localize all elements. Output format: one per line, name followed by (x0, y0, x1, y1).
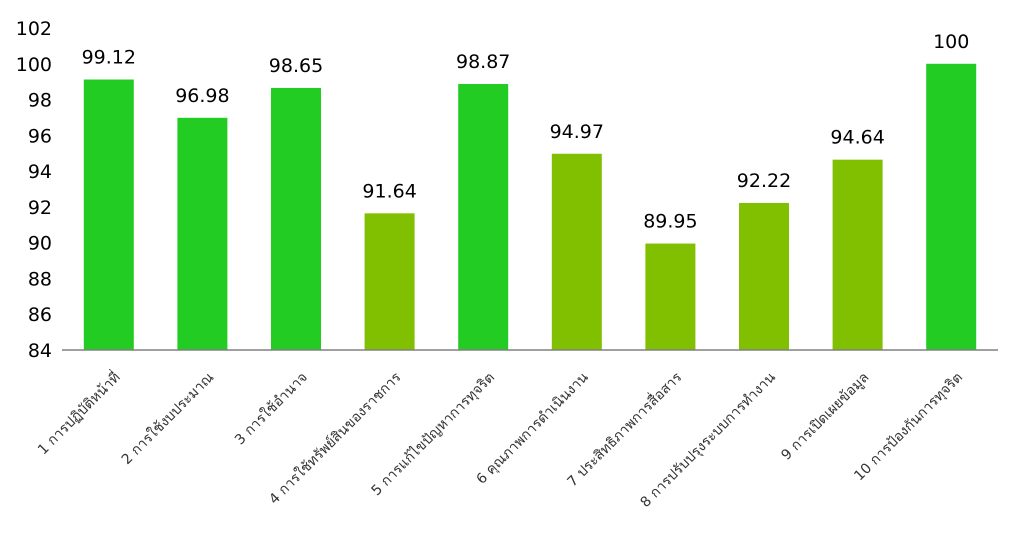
data-label: 100 (933, 31, 969, 53)
category-label: 10 การป้องกันการทุจริต (851, 370, 966, 485)
bar (458, 83, 509, 351)
bar (832, 159, 883, 350)
category-label: 2 การใช้งบประมาณ (118, 369, 217, 468)
data-label: 94.97 (550, 121, 604, 143)
data-label: 99.12 (82, 47, 136, 69)
bar (926, 63, 977, 351)
data-label: 96.98 (175, 85, 229, 107)
data-label: 91.64 (362, 180, 416, 202)
data-label: 92.22 (737, 170, 791, 192)
y-tick-label: 92 (28, 197, 52, 219)
y-tick-label: 90 (28, 233, 52, 255)
bar (645, 243, 696, 350)
category-label: 9 การเปิดเผยข้อมูล (778, 370, 872, 464)
category-label: 3 การใช้อำนาจ (231, 369, 311, 449)
y-tick-label: 88 (28, 268, 52, 290)
data-label: 98.87 (456, 51, 510, 73)
data-label: 94.64 (830, 127, 884, 149)
y-tick-label: 96 (28, 125, 52, 147)
y-tick-label: 86 (28, 304, 52, 326)
bar (364, 213, 415, 350)
bar (177, 117, 228, 351)
bars (83, 63, 977, 351)
bar (271, 87, 321, 350)
y-tick-label: 100 (16, 54, 52, 76)
category-labels: 1 การปฏิบัติหน้าที่2 การใช้งบประมาณ 3 การ… (34, 368, 966, 511)
category-label: 1 การปฏิบัติหน้าที่ (34, 368, 124, 458)
y-tick-label: 102 (16, 18, 52, 40)
y-tick-label: 84 (28, 340, 52, 362)
y-tick-label: 94 (28, 161, 52, 183)
data-label: 89.95 (643, 211, 697, 233)
data-label: 98.65 (269, 55, 323, 77)
data-labels: 99.12 96.98 98.65 91.64 98.87 94.97 89.95 92.22… (82, 31, 970, 233)
bar (551, 153, 602, 350)
bar (83, 79, 134, 351)
bar (739, 202, 789, 350)
y-tick-label: 98 (28, 90, 52, 112)
y-axis-ticks: 84 86 88 90 92 94 96 98 100 102 (16, 18, 52, 362)
